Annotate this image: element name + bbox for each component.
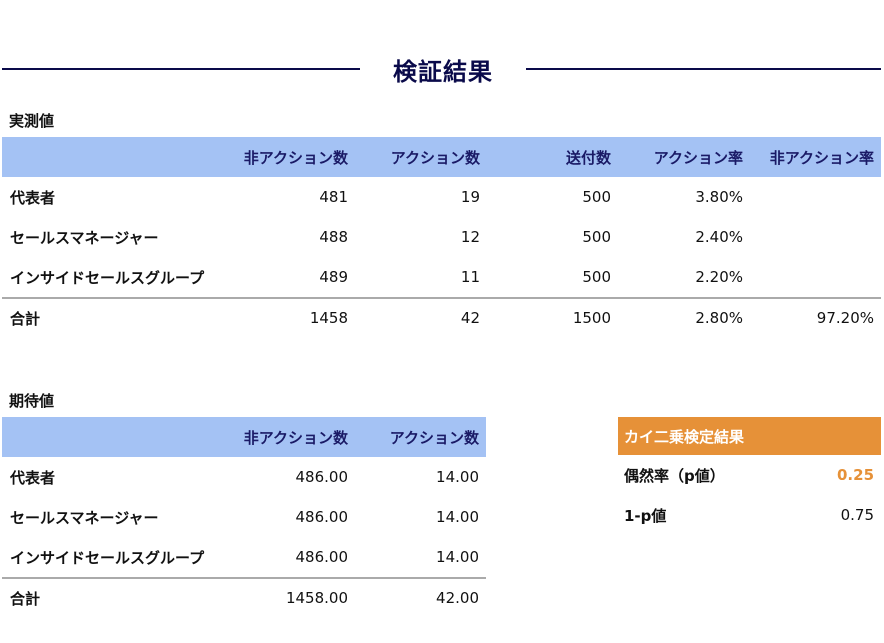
- cell-sent: 500: [582, 228, 611, 246]
- table-row: 代表者 481 19 500 3.80%: [2, 177, 881, 217]
- cell-non-action: 486.00: [295, 468, 349, 486]
- table-row: 偶然率（p値） 0.25: [618, 455, 881, 495]
- table-row: インサイドセールスグループ 489 11 500 2.20%: [2, 257, 881, 298]
- total-label: 合計: [2, 297, 226, 337]
- cell-non-action: 486.00: [295, 508, 349, 526]
- page-title: 検証結果: [393, 58, 493, 86]
- cell-action: 11: [460, 268, 480, 286]
- p-value: 0.25: [837, 466, 875, 484]
- cell-non-action: 488: [319, 228, 348, 246]
- row-label: 代表者: [10, 188, 56, 207]
- table-row: セールスマネージャー 488 12 500 2.40%: [2, 217, 881, 257]
- total-row: 合計 1458 42 1500 2.80% 97.20%: [2, 297, 881, 337]
- row-label: セールスマネージャー: [10, 508, 159, 527]
- cell-action-rate: 2.80%: [618, 297, 750, 337]
- title-rule-right: [526, 68, 881, 70]
- one-minus-p-label: 1-p値: [624, 506, 667, 525]
- cell-action: 14.00: [436, 468, 479, 486]
- one-minus-p-value: 0.75: [840, 506, 875, 524]
- cell-non-action: 489: [319, 268, 348, 286]
- table-header-row: 非アクション数 アクション数 送付数 アクション率 非アクション率: [2, 137, 881, 177]
- column-header-non-action-rate: 非アクション率: [750, 137, 881, 177]
- cell-action: 12: [460, 228, 480, 246]
- cell-non-action: 1458.00: [226, 577, 355, 617]
- row-label: 代表者: [10, 468, 56, 487]
- cell-non-action: 1458: [226, 297, 355, 337]
- table-row: 1-p値 0.75: [618, 495, 881, 535]
- cell-non-action: 481: [319, 188, 348, 206]
- cell-sent: 1500: [487, 297, 618, 337]
- cell-sent: 500: [582, 188, 611, 206]
- cell-action: 14.00: [436, 548, 479, 566]
- row-label: インサイドセールスグループ: [10, 268, 205, 287]
- column-header-action: アクション数: [355, 137, 487, 177]
- table-header-row: 非アクション数 アクション数: [2, 417, 486, 457]
- total-label: 合計: [2, 577, 226, 617]
- table-row: インサイドセールスグループ 486.00 14.00: [2, 537, 486, 578]
- measured-table: 非アクション数 アクション数 送付数 アクション率 非アクション率 代表者 48…: [2, 137, 881, 337]
- chi-square-header: カイ二乗検定結果: [618, 417, 882, 455]
- p-value-label: 偶然率（p値）: [624, 466, 725, 485]
- measured-section-label: 実測値: [9, 112, 55, 130]
- cell-action-rate: 3.80%: [695, 188, 743, 206]
- row-label: インサイドセールスグループ: [10, 548, 205, 567]
- cell-action: 42.00: [355, 577, 486, 617]
- total-row: 合計 1458.00 42.00: [2, 577, 486, 617]
- title-row: 検証結果: [0, 48, 884, 92]
- cell-sent: 500: [582, 268, 611, 286]
- cell-non-action-rate: 97.20%: [750, 297, 881, 337]
- column-header: [2, 137, 226, 177]
- cell-action: 19: [460, 188, 480, 206]
- cell-action: 14.00: [436, 508, 479, 526]
- title-rule-left: [2, 68, 360, 70]
- table-row: セールスマネージャー 486.00 14.00: [2, 497, 486, 537]
- column-header: [2, 417, 226, 457]
- cell-non-action-rate: [750, 217, 881, 257]
- cell-non-action-rate: [750, 177, 881, 217]
- cell-action: 42: [355, 297, 487, 337]
- column-header-non-action: 非アクション数: [226, 137, 355, 177]
- cell-non-action-rate: [750, 257, 881, 298]
- column-header-action: アクション数: [355, 417, 486, 457]
- table-row: 代表者 486.00 14.00: [2, 457, 486, 497]
- expected-section-label: 期待値: [9, 392, 55, 410]
- row-label: セールスマネージャー: [10, 228, 159, 247]
- chi-square-header-row: カイ二乗検定結果: [618, 417, 882, 455]
- expected-table: 非アクション数 アクション数 代表者 486.00 14.00 セールスマネージ…: [2, 417, 486, 617]
- chi-square-table: カイ二乗検定結果 偶然率（p値） 0.25 1-p値 0.75: [618, 417, 882, 535]
- column-header-action-rate: アクション率: [618, 137, 750, 177]
- cell-action-rate: 2.40%: [695, 228, 743, 246]
- cell-non-action: 486.00: [295, 548, 349, 566]
- cell-action-rate: 2.20%: [695, 268, 743, 286]
- column-header-non-action: 非アクション数: [226, 417, 355, 457]
- column-header-sent: 送付数: [487, 137, 618, 177]
